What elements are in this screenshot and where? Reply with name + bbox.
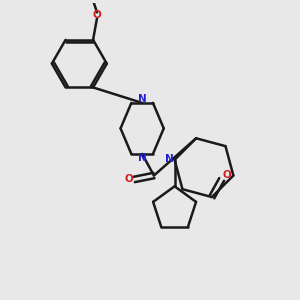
- Text: O: O: [222, 170, 231, 181]
- Text: N: N: [138, 153, 146, 163]
- Text: O: O: [124, 174, 133, 184]
- Text: O: O: [93, 10, 101, 20]
- Text: N: N: [138, 94, 146, 104]
- Text: N: N: [165, 154, 174, 164]
